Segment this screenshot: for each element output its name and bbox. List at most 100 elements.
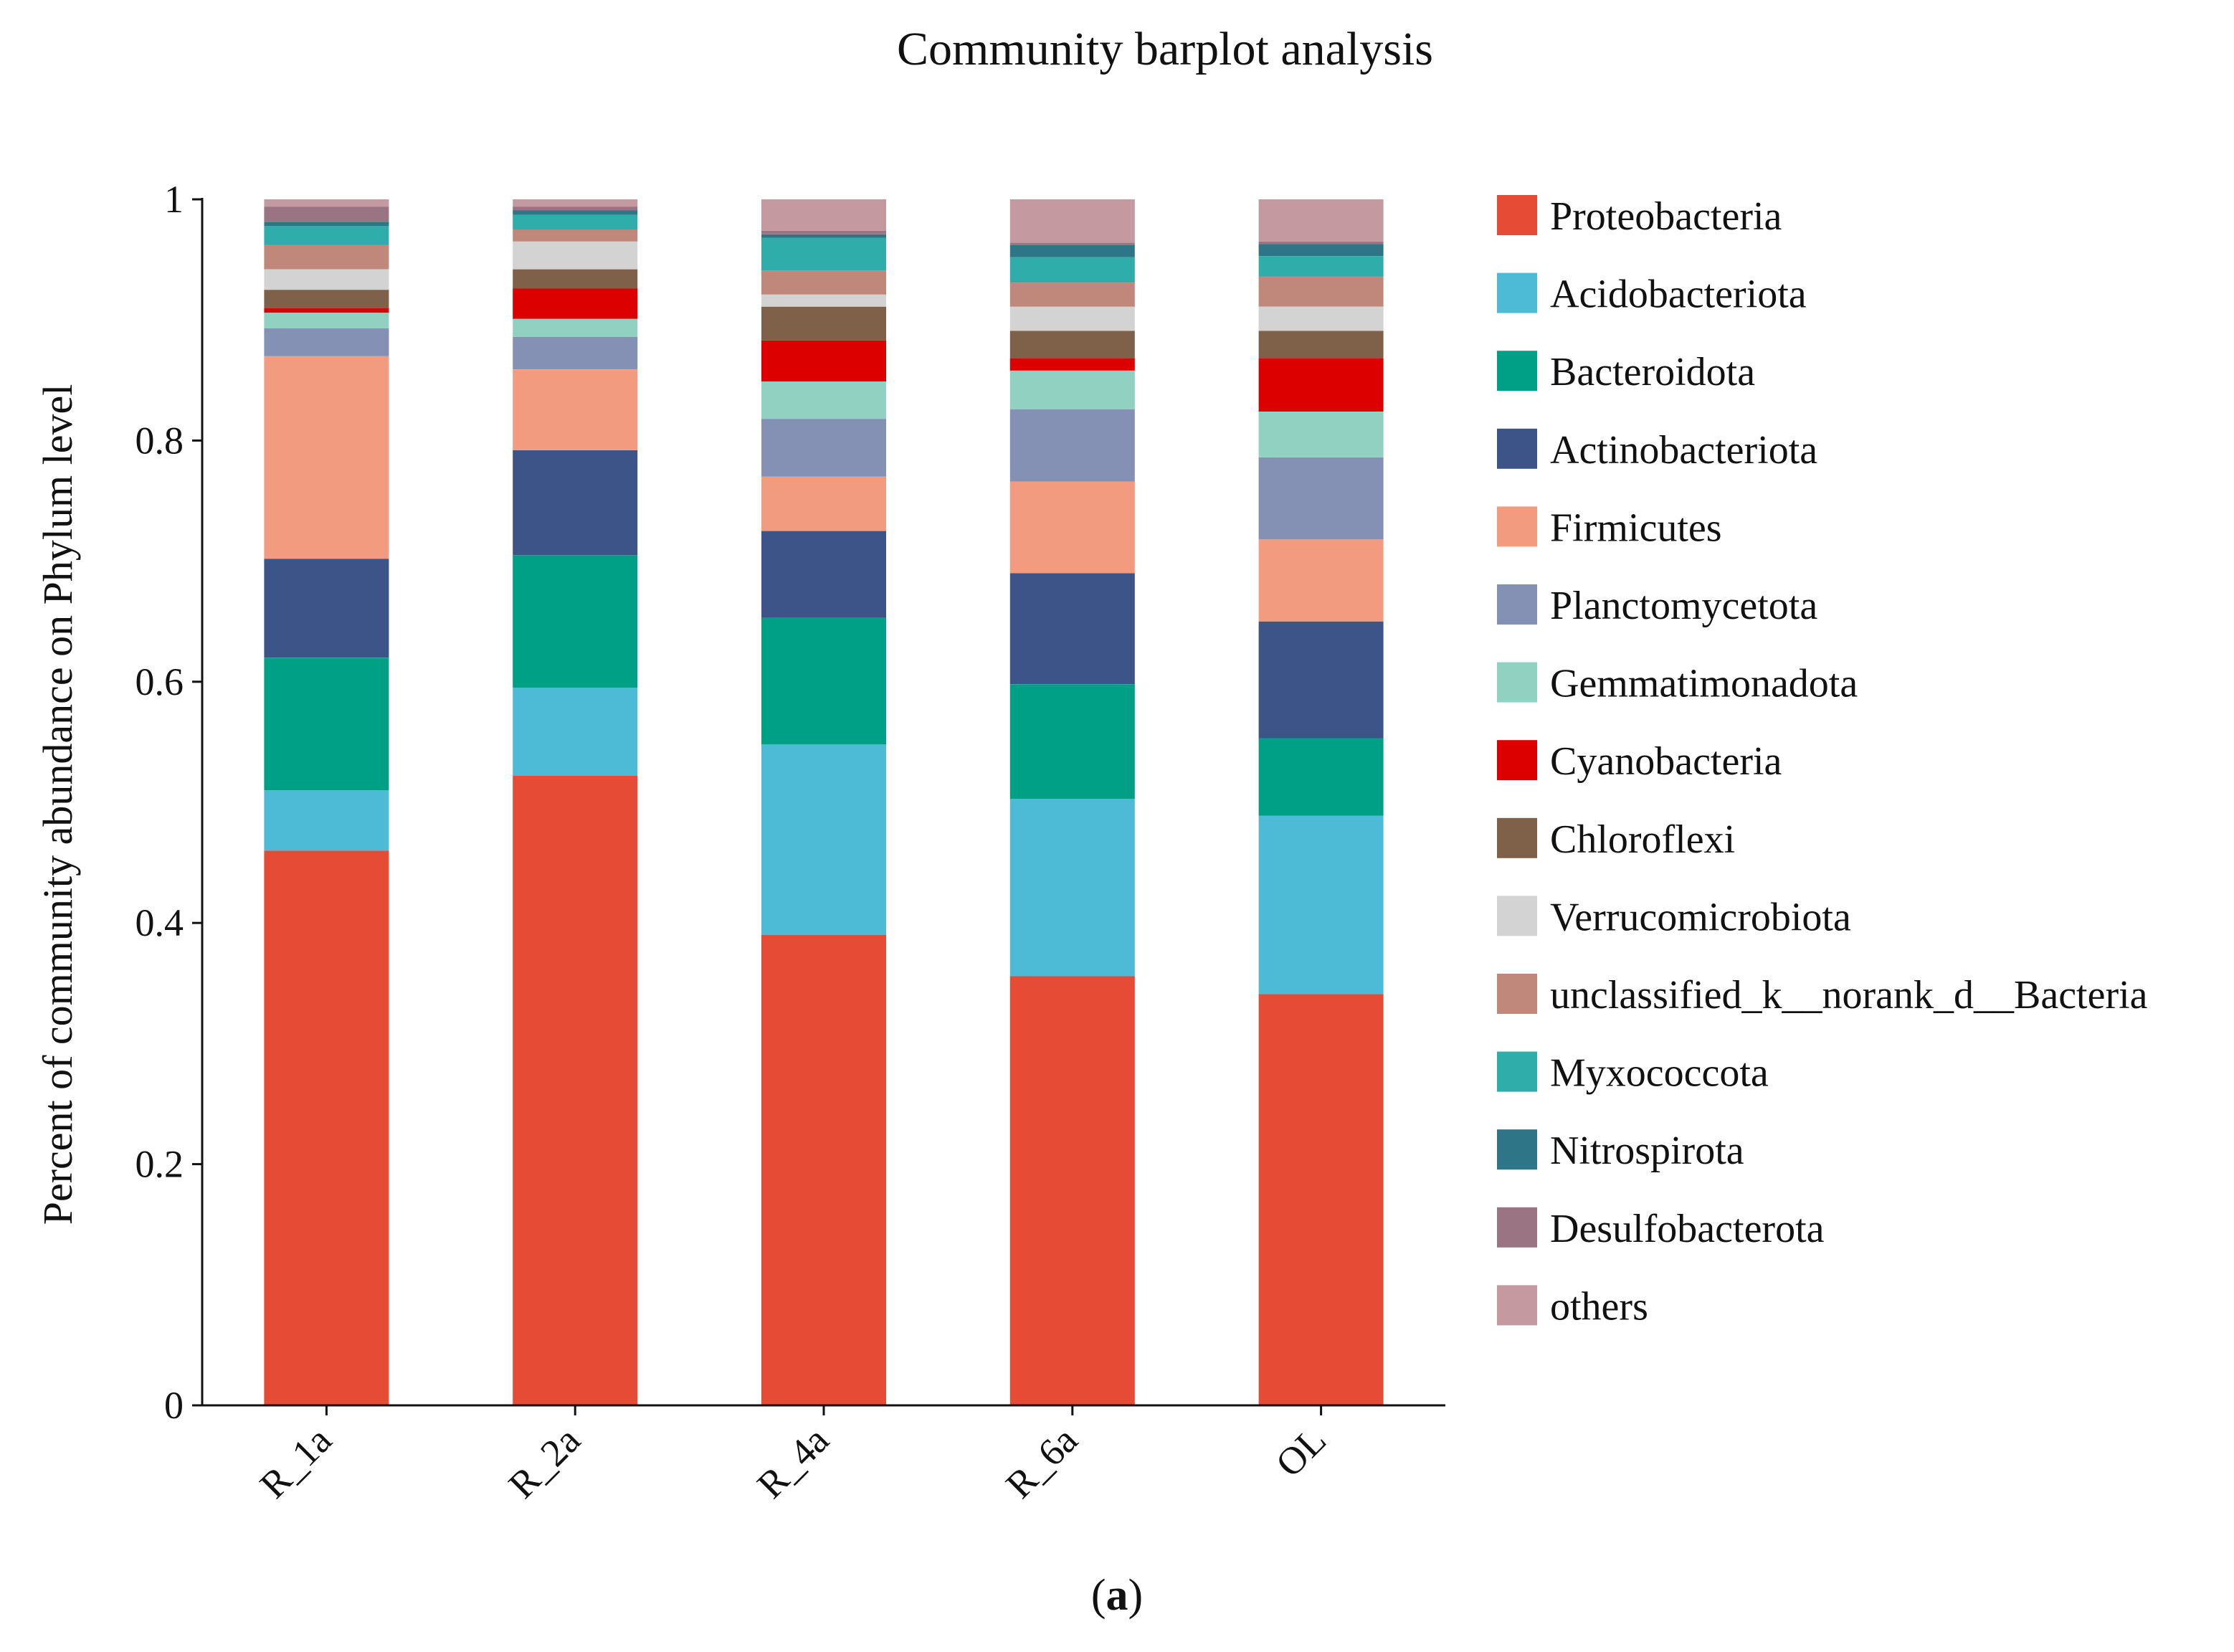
legend-swatch [1497, 195, 1537, 235]
bar-segment [761, 230, 886, 234]
x-tick-label: R_2a [500, 1418, 589, 1506]
y-tick-label: 0.8 [136, 419, 184, 462]
plot-area [264, 199, 1384, 1405]
legend-swatch [1497, 1051, 1537, 1092]
bar-segment [264, 790, 389, 851]
bar-segment [761, 476, 886, 531]
bar-segment [264, 199, 389, 207]
x-tick-label: R_6a [997, 1418, 1085, 1506]
bar-segment [1009, 242, 1135, 245]
bar-segment [1009, 409, 1135, 482]
bar-segment [1009, 481, 1135, 574]
bar-segment [513, 776, 638, 1405]
legend-entry: Verrucomicrobiota [1550, 895, 1851, 939]
bar-segment [1009, 359, 1135, 371]
bar-segment [1009, 976, 1135, 1405]
bar-segment [761, 294, 886, 307]
legend-entry: unclassified_k__norank_d__Bacteria [1550, 973, 2148, 1017]
legend-swatch [1497, 817, 1537, 858]
bar-segment [1009, 370, 1135, 409]
legend-entry: Acidobacteriota [1550, 272, 1807, 317]
bar-segment [761, 419, 886, 477]
bar-segment [1258, 276, 1384, 307]
legend-swatch [1497, 351, 1537, 391]
bar-segment [264, 290, 389, 308]
bar-segment [264, 269, 389, 290]
bar-segment [761, 744, 886, 936]
y-tick-label: 0.2 [136, 1143, 184, 1186]
bar-segment [264, 206, 389, 222]
legend-swatch [1497, 662, 1537, 703]
bar-segment [761, 270, 886, 295]
bar-segment [761, 531, 886, 618]
bar-segment [513, 214, 638, 230]
legend: Proteobacteria Acidobacteriota Bacteroidot… [1497, 194, 2148, 1329]
bar-segment [513, 450, 638, 556]
legend-entry: Actinobacteriota [1550, 428, 1817, 473]
bar-segment [761, 306, 886, 341]
bar-segment [264, 658, 389, 791]
bar-segment [264, 356, 389, 559]
legend-swatch [1497, 272, 1537, 313]
bar-segment [1258, 244, 1384, 256]
legend-swatch [1497, 506, 1537, 547]
bar-segment [1009, 306, 1135, 331]
bar-segment [1258, 738, 1384, 816]
bar-segment [264, 850, 389, 1405]
legend-entry: Proteobacteria [1550, 194, 1782, 239]
bar-segment [264, 308, 389, 313]
bar-segment [1258, 359, 1384, 412]
bar-segment [761, 234, 886, 238]
bar-segment [1258, 241, 1384, 245]
bar-segment [264, 226, 389, 245]
y-tick-label: 0 [164, 1384, 184, 1427]
bar-segment [513, 206, 638, 211]
bar-segment [761, 199, 886, 231]
bar-segment [1258, 331, 1384, 359]
bar-segment [513, 229, 638, 242]
y-axis-label: Percent of community abundance on Phylum… [34, 384, 81, 1225]
bar-segment [513, 688, 638, 776]
bar-segment [513, 199, 638, 207]
bar-segment [1009, 331, 1135, 359]
bar-segment [1258, 256, 1384, 277]
y-tick-label: 0.6 [136, 660, 184, 703]
legend-entry: Planctomycetota [1550, 584, 1817, 628]
legend-entry: Desulfobacterota [1550, 1207, 1825, 1251]
legend-swatch [1497, 428, 1537, 469]
bar-segment [1009, 799, 1135, 977]
x-tick-label: R_4a [748, 1418, 837, 1506]
legend-swatch [1497, 1207, 1537, 1248]
bar-segment [1258, 306, 1384, 331]
x-tick-label: R_1a [252, 1418, 340, 1506]
bar-segment [1009, 283, 1135, 307]
legend-swatch [1497, 740, 1537, 781]
bar-segment [513, 210, 638, 215]
bar-segment [761, 617, 886, 745]
bar-segment [1258, 994, 1384, 1405]
bar-segment [1258, 457, 1384, 540]
bar-segment [1258, 815, 1384, 994]
legend-swatch [1497, 1285, 1537, 1326]
bar-segment [1009, 199, 1135, 243]
legend-entry: Chloroflexi [1550, 817, 1735, 862]
chart-title: Community barplot analysis [897, 23, 1433, 75]
legend-entry: Bacteroidota [1550, 350, 1755, 394]
bar-segment [513, 318, 638, 337]
legend-swatch [1497, 974, 1537, 1014]
bar-segment [513, 336, 638, 370]
legend-entry: Cyanobacteria [1550, 739, 1782, 784]
bar-segment [264, 328, 389, 356]
bar-segment [513, 555, 638, 688]
legend-swatch [1497, 1129, 1537, 1170]
bar-segment [1258, 539, 1384, 622]
bar-segment [761, 237, 886, 271]
bar-segment [1009, 573, 1135, 685]
bar-segment [264, 222, 389, 226]
legend-entry: Gemmatimonadota [1550, 662, 1858, 706]
bar-segment [761, 935, 886, 1405]
legend-entry: Nitrospirota [1550, 1129, 1744, 1173]
bar-segment [1009, 684, 1135, 799]
bar-segment [1258, 621, 1384, 739]
